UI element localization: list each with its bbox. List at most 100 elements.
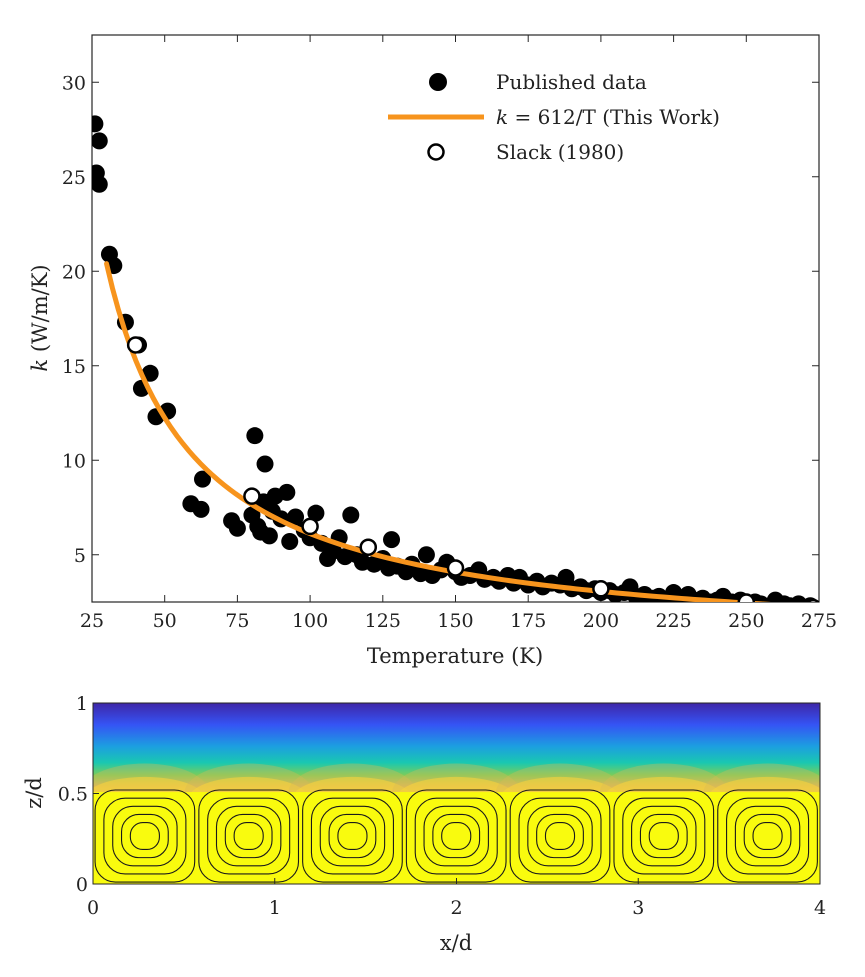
streamline-contour — [112, 805, 178, 867]
streamline-contour — [717, 789, 818, 883]
slack-data-point — [446, 559, 465, 577]
bottom-y-tick-label: 1 — [76, 693, 88, 715]
top-x-tick-labels: 25 50 75 100 125 150 175 200 225 250 275 — [80, 610, 837, 632]
published-data-point — [383, 531, 401, 549]
streamline-contour — [414, 797, 498, 875]
streamline-contour — [215, 805, 282, 867]
streamline-contour — [129, 822, 160, 851]
streamline-contour — [743, 813, 792, 859]
streamline-contour — [734, 805, 801, 867]
top-x-tick-label: 75 — [225, 610, 249, 632]
bottom-x-tick-label: 3 — [632, 897, 644, 919]
bottom-x-tick-labels: 0 1 2 3 4 — [87, 897, 826, 919]
streamline-contour — [441, 822, 472, 851]
published-data-point — [92, 175, 108, 193]
slack-data-point — [806, 598, 819, 602]
bottom-x-tick-label: 0 — [87, 897, 99, 919]
top-y-axis-title: k (W/m/K) — [28, 264, 52, 371]
legend-slack-marker — [427, 143, 445, 161]
bottom-x-tick-label: 2 — [450, 897, 462, 919]
top-y-tick-label: 20 — [62, 261, 86, 283]
published-data-point — [256, 455, 274, 473]
streamline-contour — [613, 789, 715, 883]
streamline-contour — [432, 813, 481, 859]
published-data-point — [92, 132, 108, 150]
top-x-tick-label: 225 — [655, 610, 691, 632]
published-data-point — [246, 427, 264, 445]
streamline-contour — [509, 789, 611, 883]
bottom-y-axis-title: z/d — [22, 777, 46, 809]
top-plot-frame — [91, 34, 820, 603]
streamline-contour — [302, 789, 403, 883]
legend-published-marker — [429, 73, 447, 91]
streamline-contour — [328, 813, 377, 859]
slack-data-point — [126, 336, 145, 354]
streamline-contour — [224, 813, 273, 859]
published-data-point — [287, 508, 305, 526]
bottom-y-tick-label: 0.5 — [58, 784, 88, 806]
convection-heatmap: 0 1 2 3 4 0 0.5 1 x/d z/d — [22, 693, 826, 955]
temperature-arches — [93, 763, 820, 884]
top-x-tick-label: 125 — [365, 610, 401, 632]
bottom-y-tick-label: 0 — [76, 874, 88, 896]
bottom-x-tick-label: 1 — [269, 897, 281, 919]
streamline-contour — [319, 805, 386, 867]
streamline-contour — [752, 822, 783, 851]
bottom-axis-ticks — [92, 702, 821, 885]
thermal-conductivity-chart: 25 50 75 100 125 150 175 200 225 250 275 5 10 15 20 25… — [28, 34, 837, 668]
top-y-tick-label: 30 — [62, 72, 86, 94]
top-x-tick-label: 150 — [437, 610, 473, 632]
published-data-point — [92, 115, 104, 133]
streamline-contour — [233, 822, 264, 851]
slack-data-point — [359, 538, 378, 556]
streamline-contour — [310, 797, 394, 875]
legend-slack-label: Slack (1980) — [496, 140, 624, 164]
published-data-point — [278, 483, 296, 501]
top-x-tick-label: 100 — [292, 610, 328, 632]
top-x-tick-label: 200 — [583, 610, 619, 632]
published-data-point — [260, 527, 278, 545]
bottom-x-axis-title: x/d — [440, 931, 472, 955]
top-x-tick-label: 250 — [728, 610, 764, 632]
streamline-contour — [337, 822, 368, 851]
top-x-tick-label: 25 — [80, 610, 104, 632]
slack-series — [126, 336, 819, 602]
top-y-tick-labels: 5 10 15 20 25 30 — [62, 72, 86, 567]
slack-data-point — [243, 487, 261, 505]
streamline-contour — [536, 813, 584, 859]
published-data-point — [194, 470, 212, 488]
slack-data-point — [301, 517, 319, 536]
top-y-tick-label: 25 — [62, 167, 86, 189]
bottom-x-tick-label: 4 — [814, 897, 826, 919]
streamline-contour — [622, 797, 706, 875]
published-data-point — [281, 533, 299, 551]
legend: Published data k = 612/T (This Work) Sla… — [388, 70, 720, 164]
top-y-tick-label: 15 — [62, 356, 86, 378]
streamline-contour — [726, 797, 810, 875]
slack-data-point — [592, 580, 610, 598]
streamline-contour — [648, 822, 679, 851]
top-y-tick-label: 10 — [62, 450, 86, 472]
published-data-point — [228, 519, 246, 537]
legend-fit-label: k = 612/T (This Work) — [496, 105, 720, 129]
streamline-contour — [639, 813, 688, 859]
streamline-contour — [94, 789, 196, 883]
streamline-contour — [544, 822, 576, 851]
top-x-tick-label: 50 — [153, 610, 177, 632]
streamline-contour — [423, 805, 489, 867]
streamline-contour — [527, 805, 593, 867]
legend-published-label: Published data — [496, 70, 647, 94]
published-data-point — [417, 546, 435, 564]
published-data-point — [342, 506, 360, 524]
published-data-point — [307, 504, 325, 522]
streamline-contour — [198, 789, 300, 883]
top-x-axis-title: Temperature (K) — [367, 644, 543, 668]
streamline-contour — [120, 813, 169, 859]
top-x-tick-label: 275 — [801, 610, 837, 632]
convection-cells — [94, 789, 818, 883]
streamline-contour — [103, 797, 187, 875]
published-data-point — [192, 500, 210, 518]
top-x-tick-label: 175 — [510, 610, 546, 632]
streamline-contour — [631, 805, 697, 867]
top-y-tick-label: 5 — [74, 545, 86, 567]
